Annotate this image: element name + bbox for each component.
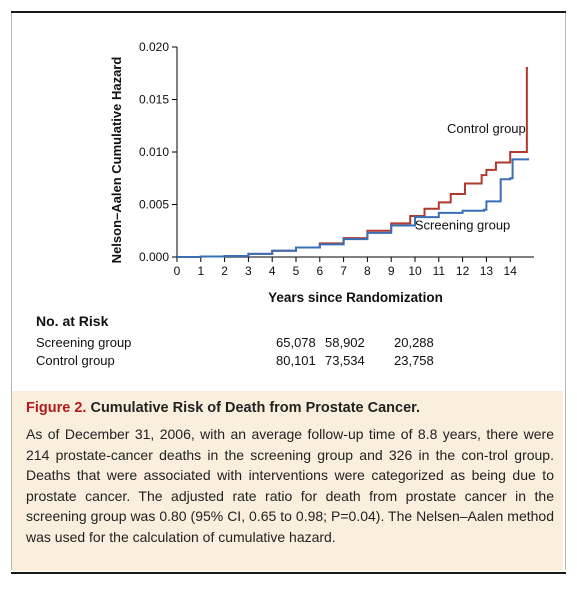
risk-value: 73,534	[325, 353, 365, 368]
x-tick-label: 3	[245, 264, 252, 278]
x-tick-label: 5	[293, 264, 300, 278]
y-tick-label: 0.015	[139, 93, 169, 107]
risk-row-screening: Screening group 65,078 58,902 20,288	[36, 335, 536, 353]
x-tick-label: 1	[197, 264, 204, 278]
risk-row-label: Screening group	[36, 335, 132, 350]
x-tick-label: 10	[408, 264, 422, 278]
x-tick-label: 13	[480, 264, 494, 278]
y-tick-label: 0.010	[139, 145, 169, 159]
x-tick-label: 2	[221, 264, 228, 278]
risk-value: 65,078	[276, 335, 316, 350]
x-tick-label: 0	[174, 264, 181, 278]
risk-row-label: Control group	[36, 353, 115, 368]
x-tick-label: 12	[456, 264, 470, 278]
figure-title: Cumulative Risk of Death from Prostate C…	[90, 400, 421, 416]
y-tick-label: 0.005	[139, 198, 169, 212]
figure-frame	[11, 13, 566, 570]
x-tick-label: 14	[504, 264, 518, 278]
x-tick-label: 11	[433, 264, 446, 278]
x-tick-label: 6	[316, 264, 323, 278]
series-line-screening-group	[177, 158, 530, 258]
risk-value: 20,288	[394, 335, 434, 350]
caption-title: Figure 2. Cumulative Risk of Death from …	[26, 400, 420, 416]
series-annotation: Control group	[447, 121, 526, 136]
caption-text: As of December 31, 2006, with an average…	[26, 426, 554, 545]
top-rule	[11, 11, 566, 13]
x-tick-label: 4	[269, 264, 276, 278]
figure-caption: Figure 2. Cumulative Risk of Death from …	[12, 391, 563, 571]
hazard-chart: 0 1 2 3 4 5 6 7 8 9 10 11 12 13 140.0000.0050.0100.015…	[109, 40, 534, 305]
risk-table-title: No. at Risk	[36, 313, 109, 329]
risk-value: 80,101	[276, 353, 316, 368]
series-annotation: Screening group	[415, 218, 510, 233]
y-axis-label: Nelson–Aalen Cumulative Hazard	[109, 57, 124, 264]
risk-row-control: Control group 80,101 73,534 23,758	[36, 353, 536, 371]
risk-value: 23,758	[394, 353, 434, 368]
x-axis-label: Years since Randomization	[268, 290, 443, 305]
y-tick-label: 0.000	[139, 250, 169, 264]
x-tick-label: 9	[388, 264, 395, 278]
bottom-rule	[11, 572, 566, 574]
x-tick-label: 7	[340, 264, 347, 278]
x-tick-label: 8	[364, 264, 371, 278]
figure-label: Figure 2.	[26, 400, 87, 416]
risk-value: 58,902	[325, 335, 365, 350]
y-tick-label: 0.020	[139, 40, 169, 54]
